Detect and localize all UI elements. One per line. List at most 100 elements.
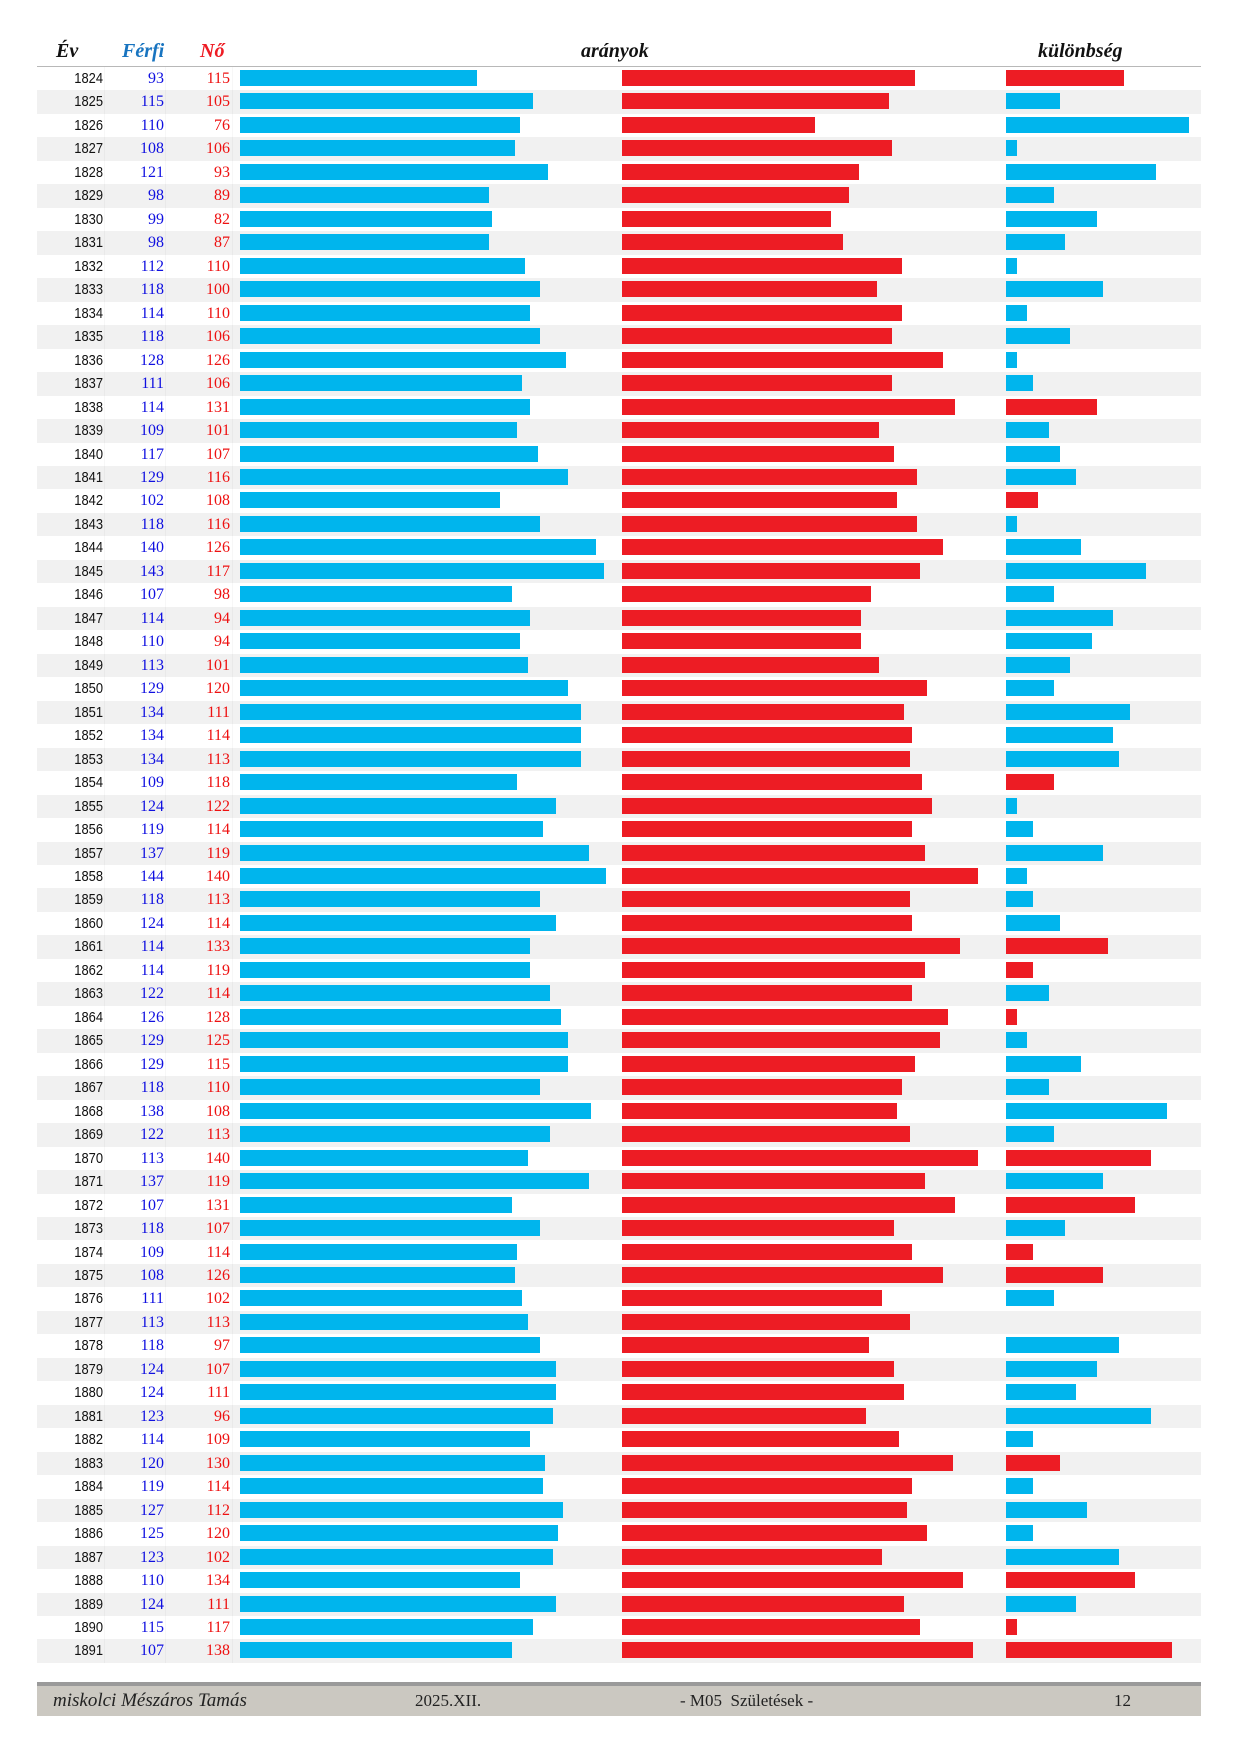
column-separator [232,1147,233,1170]
column-separator [165,1475,166,1498]
column-separator [165,583,166,606]
column-separator [232,325,233,348]
column-separator [104,1029,105,1052]
column-separator [104,255,105,278]
year-cell: 1843 [74,515,103,533]
column-separator [104,701,105,724]
male-count-cell: 124 [140,914,164,932]
year-cell: 1834 [74,304,103,322]
female-count-cell: 102 [206,1548,230,1566]
column-separator [165,513,166,536]
column-separator [165,184,166,207]
year-cell: 1846 [74,586,103,604]
difference-bar-female [1006,938,1109,955]
difference-bar-female [1006,70,1125,86]
male-bar [240,1243,518,1260]
table-row: 1870 113 140 [37,1147,1201,1170]
female-bar [622,1243,913,1260]
female-bar [622,867,979,884]
female-count-cell: 110 [206,257,230,275]
column-separator [104,1546,105,1569]
female-bar [622,1220,895,1237]
difference-bar-female [1006,398,1098,415]
column-separator [104,1147,105,1170]
female-bar [622,1290,882,1307]
column-separator [165,1522,166,1545]
table-row: 1889 124 111 [37,1592,1201,1617]
table-row: 1891 107 138 [37,1639,1201,1663]
table-row: 1885 127 112 [37,1498,1201,1523]
male-bar [240,1055,569,1072]
female-bar [622,398,956,415]
table-row: 1848 110 94 [37,630,1201,653]
column-separator [165,1358,166,1381]
column-separator [165,396,166,419]
year-cell: 1873 [74,1220,103,1238]
male-count-cell: 137 [140,844,164,862]
year-cell: 1867 [74,1079,103,1097]
year-cell: 1891 [74,1642,103,1660]
year-cell: 1826 [74,116,103,134]
female-bar [622,304,902,321]
difference-bar-male [1006,328,1071,345]
column-separator [232,1006,233,1029]
difference-bar-male [1006,680,1055,697]
male-count-cell: 118 [140,1079,164,1097]
female-bar [622,1525,928,1542]
female-bar [622,914,913,931]
difference-bar-female [1006,1243,1033,1260]
table-row: 1856 119 114 [37,818,1201,841]
table-row: 1878 118 97 [37,1334,1201,1357]
column-separator [165,1569,166,1592]
column-separator [104,396,105,419]
male-count-cell: 120 [140,1454,164,1472]
difference-bar-male [1006,1220,1066,1237]
female-bar [622,375,892,392]
table-row: 1843 118 116 [37,512,1201,537]
header-male: Férfi [122,40,165,62]
male-bar [240,1454,546,1471]
male-bar [240,562,604,579]
column-separator [104,1076,105,1099]
female-bar [622,797,933,814]
female-count-cell: 82 [214,210,230,228]
column-separator [232,208,233,231]
column-separator [104,1264,105,1287]
female-bar [622,1407,867,1424]
male-count-cell: 113 [140,1149,164,1167]
male-count-cell: 117 [140,445,164,463]
table-row: 1839 109 101 [37,419,1201,443]
column-separator [165,1217,166,1240]
column-separator [232,1029,233,1052]
male-bar [240,1525,559,1542]
column-separator [104,1639,105,1662]
female-count-cell: 119 [206,1173,230,1191]
male-bar [240,1008,561,1025]
male-count-cell: 124 [140,797,164,815]
year-cell: 1886 [74,1525,103,1543]
column-separator [165,724,166,747]
column-separator [165,748,166,771]
female-bar [622,1548,882,1565]
difference-bar-male [1006,562,1146,579]
table-row: 1861 114 133 [37,935,1201,959]
column-separator [104,748,105,771]
female-bar [622,328,892,345]
column-separator [104,1311,105,1334]
male-bar [240,468,569,485]
male-count-cell: 124 [140,1595,164,1613]
male-count-cell: 118 [140,328,164,346]
table-row: 1846 107 98 [37,583,1201,606]
female-bar [622,1642,974,1659]
female-count-cell: 113 [206,891,230,909]
difference-bar-male [1006,163,1157,180]
difference-bar-male [1006,891,1033,908]
female-bar [622,1454,953,1471]
female-count-cell: 125 [206,1032,230,1050]
column-separator [165,1029,166,1052]
male-count-cell: 114 [140,938,164,956]
column-separator [232,1452,233,1475]
male-count-cell: 114 [140,609,164,627]
female-count-cell: 108 [206,492,230,510]
male-bar [240,492,500,509]
